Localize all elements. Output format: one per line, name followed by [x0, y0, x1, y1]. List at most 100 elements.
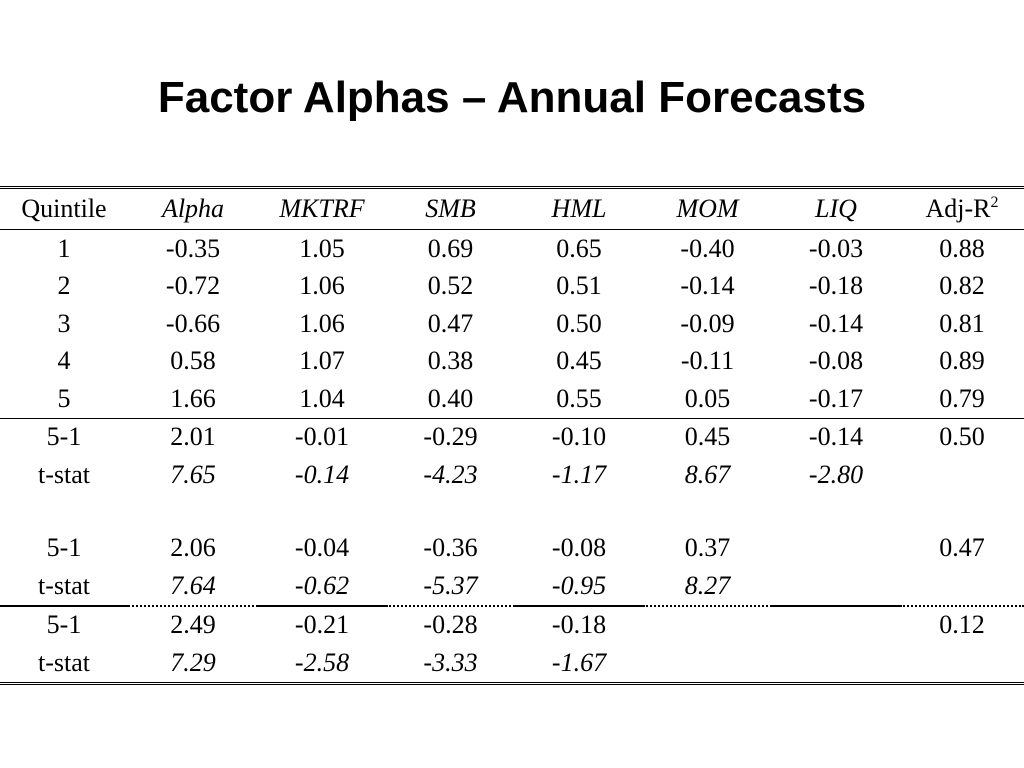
header-liq: LIQ [772, 186, 900, 230]
slide-title: Factor Alphas – Annual Forecasts [157, 73, 867, 122]
cell: -1.17 [551, 459, 607, 489]
cell: -0.28 [423, 610, 478, 640]
cell: 1 [57, 233, 71, 263]
cell: -0.36 [423, 533, 478, 563]
cell: 1.04 [299, 383, 345, 413]
spread-row: 5-1 2.01 -0.01 -0.29 -0.10 0.45 -0.14 0.… [0, 417, 1024, 456]
cell: 0.88 [939, 233, 985, 263]
cell: -0.18 [808, 271, 864, 301]
cell: t-stat [0, 644, 128, 685]
cell: -4.23 [423, 459, 478, 489]
cell: -0.21 [294, 610, 350, 640]
cell: 0.47 [939, 533, 985, 563]
cell: -0.29 [386, 417, 515, 456]
cell: 1.05 [299, 233, 345, 263]
cell [772, 567, 900, 607]
cell: 5 [57, 383, 71, 413]
cell: 0.58 [170, 346, 216, 376]
cell [772, 530, 900, 568]
cell: -2.58 [258, 644, 386, 685]
cell: 5-1 [46, 610, 82, 640]
header-alpha: Alpha [128, 186, 258, 230]
header-adj-r-superscript: 2 [990, 194, 999, 211]
header-mom: MOM [643, 186, 772, 230]
cell: -0.66 [165, 308, 221, 338]
cell: 0.55 [556, 383, 602, 413]
tstat-row: t-stat 7.29 -2.58 -3.33 -1.67 [0, 644, 1024, 685]
cell: 8.67 [684, 459, 731, 489]
cell: 0.12 [939, 610, 985, 640]
header-adj-r-text: Adj-R [925, 194, 991, 223]
header-mktrf: MKTRF [258, 186, 386, 230]
cell: 0.45 [556, 346, 602, 376]
cell: 0.81 [939, 308, 985, 338]
cell [900, 456, 1024, 494]
cell: -0.03 [808, 233, 864, 263]
cell: -0.40 [680, 233, 735, 263]
cell: 2.01 [128, 417, 258, 456]
cell: 1.06 [299, 308, 345, 338]
header-row: Quintile Alpha MKTRF SMB HML MOM LIQ Adj… [0, 186, 1024, 230]
cell: 5-1 [0, 417, 128, 456]
cell: -1.67 [515, 644, 643, 685]
cell [900, 567, 1024, 607]
cell: 7.64 [128, 567, 258, 607]
header-smb: SMB [386, 186, 515, 230]
cell: 2.06 [170, 533, 216, 563]
cell: 4 [57, 346, 71, 376]
cell: 0.38 [427, 346, 474, 376]
cell: 5-1 [46, 533, 82, 563]
header-hml: HML [515, 186, 643, 230]
cell: t-stat [38, 459, 90, 489]
cell: 1.66 [170, 383, 216, 413]
cell: -0.17 [808, 383, 864, 413]
cell: -0.62 [258, 567, 386, 607]
cell: 1.07 [299, 346, 345, 376]
cell: -0.01 [258, 417, 386, 456]
cell [643, 644, 772, 685]
quintile-row: 2 -0.72 1.06 0.52 0.51 -0.14 -0.18 0.82 [0, 268, 1024, 306]
cell: 0.50 [900, 417, 1024, 456]
cell: 8.27 [643, 567, 772, 607]
header-quintile: Quintile [0, 186, 128, 230]
cell: 0.65 [556, 233, 602, 263]
spread-row: 5-1 2.06 -0.04 -0.36 -0.08 0.37 0.47 [0, 530, 1024, 568]
cell: -0.14 [808, 308, 864, 338]
cell: 2 [57, 271, 71, 301]
cell: 0.45 [643, 417, 772, 456]
cell: -5.37 [386, 567, 515, 607]
spread-row: 5-1 2.49 -0.21 -0.28 -0.18 0.12 [0, 606, 1024, 645]
cell: 2.49 [170, 610, 216, 640]
cell: -2.80 [808, 459, 864, 489]
cell [772, 606, 900, 645]
cell: 7.65 [170, 459, 216, 489]
cell: -3.33 [386, 644, 515, 685]
cell: -0.35 [165, 233, 221, 263]
spacer-row [0, 494, 1024, 530]
cell: 0.05 [684, 383, 731, 413]
quintile-row: 1 -0.35 1.05 0.69 0.65 -0.40 -0.03 0.88 [0, 230, 1024, 268]
cell: -0.09 [680, 308, 735, 338]
cell: 0.82 [939, 271, 985, 301]
cell: -0.95 [515, 567, 643, 607]
factor-alphas-table: Quintile Alpha MKTRF SMB HML MOM LIQ Adj… [0, 186, 1024, 685]
quintile-row: 5 1.66 1.04 0.40 0.55 0.05 -0.17 0.79 [0, 380, 1024, 418]
cell: 7.29 [128, 644, 258, 685]
cell: 0.52 [427, 271, 474, 301]
cell [772, 644, 900, 685]
tstat-row: t-stat 7.65 -0.14 -4.23 -1.17 8.67 -2.80 [0, 456, 1024, 494]
cell [900, 644, 1024, 685]
cell: -0.04 [294, 533, 350, 563]
cell: t-stat [0, 567, 128, 607]
cell: -0.11 [680, 346, 735, 376]
cell: 1.06 [299, 271, 345, 301]
tstat-row: t-stat 7.64 -0.62 -5.37 -0.95 8.27 [0, 567, 1024, 607]
cell: -0.18 [551, 610, 607, 640]
cell: 0.37 [684, 533, 731, 563]
cell: 0.69 [427, 233, 474, 263]
cell [643, 606, 772, 645]
cell: -0.08 [808, 346, 864, 376]
cell: 0.40 [427, 383, 474, 413]
quintile-row: 3 -0.66 1.06 0.47 0.50 -0.09 -0.14 0.81 [0, 305, 1024, 343]
